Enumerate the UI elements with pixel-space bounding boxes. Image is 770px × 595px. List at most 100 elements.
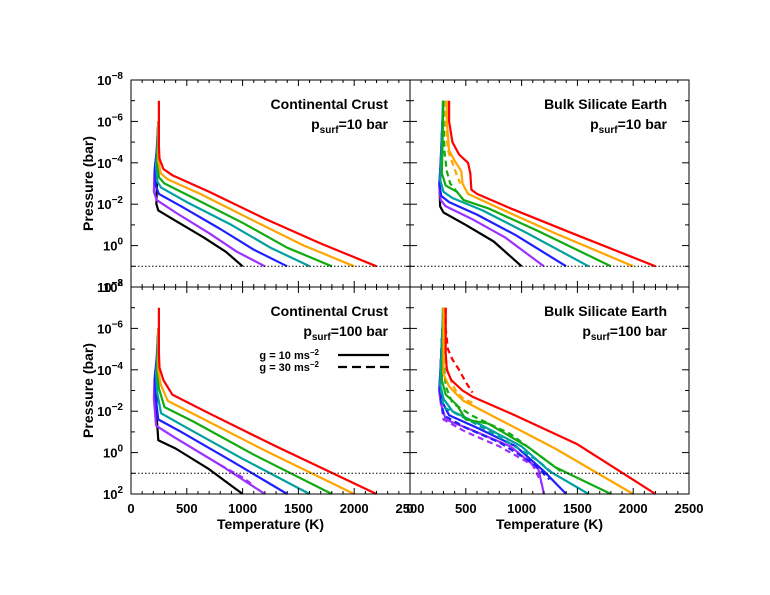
y-tick-label-part: 0	[117, 444, 123, 455]
y-tick-label-part: 2	[117, 485, 123, 496]
legend-label-2-part: g = 30 ms	[259, 362, 309, 374]
x-axis-label-part: Temperature (K)	[217, 516, 324, 532]
panel-3-series-line-8	[157, 307, 377, 495]
x-tick-label: 2500	[396, 501, 425, 516]
x-tick-label-part: 2000	[340, 501, 369, 516]
x-tick-label: 1500	[284, 501, 313, 516]
y-tick-label-part: −4	[112, 361, 124, 372]
x-tick-label-part: 2000	[619, 501, 648, 516]
x-tick-label-part: 1500	[284, 501, 313, 516]
x-axis-label-part: Temperature (K)	[496, 516, 603, 532]
panel-3-subtitle-part: surf	[312, 332, 332, 343]
y-tick-label-part: 10	[97, 404, 111, 419]
y-tick-label-part: −4	[112, 154, 124, 165]
x-axis-label: Temperature (K)	[496, 516, 603, 532]
y-tick-label-part: 10	[97, 280, 111, 295]
panel-4-subtitle: psurf=100 bar	[582, 323, 667, 343]
y-tick-label-part: 0	[117, 237, 123, 248]
y-tick-label-part: 10	[103, 487, 117, 502]
x-tick-label-part: 1000	[228, 501, 257, 516]
y-tick-label: 10−6	[97, 319, 123, 336]
y-tick-label: 10−4	[97, 361, 123, 378]
y-tick-label-part: 10	[97, 114, 111, 129]
y-tick-label-part: −6	[112, 112, 124, 123]
panel-2-series-line-9	[448, 100, 656, 268]
y-tick-label-part: 10	[97, 73, 111, 88]
panel-1-title: Continental Crust	[271, 96, 389, 112]
panel-3-title-part: Continental Crust	[271, 303, 389, 319]
x-tick-label: 2000	[619, 501, 648, 516]
panel-2-title-part: Bulk Silicate Earth	[544, 96, 667, 112]
y-tick-label: 102	[103, 278, 123, 295]
y-tick-label-part: 10	[97, 156, 111, 171]
panel-1-subtitle-part: =10 bar	[339, 116, 389, 132]
legend-label-1-part: −2	[310, 348, 320, 357]
x-tick-label-part: 0	[127, 501, 134, 516]
panel-2-series-line-2	[438, 121, 545, 268]
x-tick-label: 0	[406, 501, 413, 516]
panel-4-series-line-11	[444, 307, 657, 495]
panel-4-subtitle-part: surf	[591, 332, 611, 343]
y-axis-label: Pressure (bar)	[80, 136, 96, 231]
x-tick-label: 500	[455, 501, 477, 516]
y-axis-label: Pressure (bar)	[80, 343, 96, 438]
y-tick-label-part: −6	[112, 319, 124, 330]
panel-1-title-part: Continental Crust	[271, 96, 389, 112]
legend-label-2-part: −2	[310, 360, 320, 369]
y-tick-label-part: 10	[97, 363, 111, 378]
y-tick-label: 10−6	[97, 112, 123, 129]
panel-2-series-line-6	[442, 100, 465, 201]
panel-4-series-line-6	[439, 328, 556, 477]
y-tick-label: 10−2	[97, 195, 123, 212]
y-tick-label: 10−8	[97, 71, 123, 88]
x-tick-label-part: 1000	[507, 501, 536, 516]
y-tick-label: 100	[103, 444, 123, 461]
panel-4-title: Bulk Silicate Earth	[544, 303, 667, 319]
panel-1-series-line-7	[157, 100, 377, 268]
x-tick-label-part: 1500	[563, 501, 592, 516]
x-axis-label: Temperature (K)	[217, 516, 324, 532]
x-tick-label: 1500	[563, 501, 592, 516]
x-tick-label: 500	[176, 501, 198, 516]
x-tick-label-part: 2500	[675, 501, 704, 516]
panel-1-subtitle-part: p	[311, 116, 320, 132]
y-tick-label: 102	[103, 485, 123, 502]
y-tick-label-part: 10	[103, 446, 117, 461]
legend-label-1-part: g = 10 ms	[259, 350, 309, 362]
panel-2-series-line-7	[445, 100, 634, 268]
x-tick-label: 1000	[228, 501, 257, 516]
y-tick-label-part: −2	[112, 402, 124, 413]
y-tick-label: 10−2	[97, 402, 123, 419]
panel-4-title-part: Bulk Silicate Earth	[544, 303, 667, 319]
x-tick-label: 0	[127, 501, 134, 516]
panel-2-subtitle: psurf=10 bar	[590, 116, 667, 136]
y-tick-label-part: 10	[103, 280, 117, 295]
y-tick-label-part: −8	[112, 71, 124, 82]
y-tick-label: 10−4	[97, 154, 123, 171]
panel-3-subtitle: psurf=100 bar	[303, 323, 388, 343]
y-axis-label-part: Pressure (bar)	[80, 136, 96, 231]
y-tick-label: 100	[103, 237, 123, 254]
panel-2-title: Bulk Silicate Earth	[544, 96, 667, 112]
y-tick-label-part: 2	[117, 278, 123, 289]
panel-1-subtitle: psurf=10 bar	[311, 116, 388, 136]
panel-1-subtitle-part: surf	[320, 125, 340, 136]
legend-label-2: g = 30 ms−2	[259, 360, 319, 374]
y-tick-label: 10−8	[97, 278, 123, 295]
panel-2-subtitle-part: p	[590, 116, 599, 132]
x-tick-label: 2000	[340, 501, 369, 516]
panel-2-series-line-5	[440, 100, 612, 268]
y-tick-label-part: 10	[103, 239, 117, 254]
panel-4-subtitle-part: =100 bar	[610, 323, 668, 339]
panel-4-series-line-10	[442, 307, 473, 404]
x-tick-label-part: 2500	[396, 501, 425, 516]
x-tick-label-part: 500	[455, 501, 477, 516]
panel-3-series-line-3	[219, 464, 255, 487]
x-tick-label: 1000	[507, 501, 536, 516]
y-tick-label-part: 10	[97, 321, 111, 336]
x-tick-label: 2500	[675, 501, 704, 516]
panel-4-subtitle-part: p	[582, 323, 591, 339]
panel-2-subtitle-part: surf	[599, 125, 619, 136]
x-tick-label-part: 500	[176, 501, 198, 516]
